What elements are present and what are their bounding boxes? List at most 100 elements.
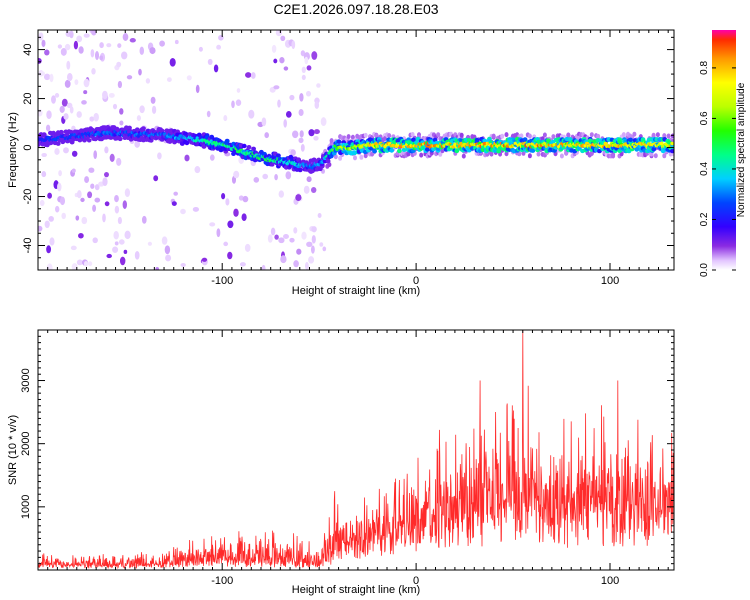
spectrogram-cell [134,251,140,260]
spectrogram-cell [114,241,119,246]
spectrogram-cell [283,234,289,239]
spectrogram-cell [38,32,44,41]
spectrogram-cell [141,215,147,224]
spectrogram-cell [299,130,304,138]
spectrogram-cell [293,227,298,234]
spectrogram-cell [61,98,68,107]
spectrogram-cell [236,88,241,93]
spectrogram-cell [261,117,267,127]
spectrogram-cell [425,147,430,152]
spectrogram-x-tick-label: 100 [601,275,619,287]
spectrogram-cell [48,216,54,222]
spectrogram-cell [496,149,502,154]
spectrogram-cell [280,255,287,264]
spectrogram-cell [504,132,509,138]
spectrogram-cell [225,198,230,206]
spectrogram-cell [489,151,494,157]
spectrogram-cell [38,225,43,232]
spectrogram-cell [297,167,303,172]
spectrogram-cell [292,130,299,139]
spectrogram-cell [651,147,657,152]
spectrogram-cell [530,148,536,153]
spectrogram-cell [336,139,342,144]
snr-y-tick-label: 1000 [20,495,32,519]
spectrogram-cell [289,94,295,101]
spectrogram-cell [304,56,309,65]
spectrogram-cell [527,133,532,139]
spectrogram-cell [290,149,296,156]
spectrogram-cell [346,134,351,140]
spectrogram-cell [227,251,233,260]
spectrogram-cell [78,46,84,54]
spectrogram-cell [161,236,168,245]
spectrogram-cell [289,237,295,243]
spectrogram-cell [206,110,211,118]
spectrogram-cell [670,133,674,139]
spectrogram-cell [157,152,162,160]
spectrogram-cell [155,266,160,270]
spectrogram-cell [589,151,594,156]
spectrogram-cell [293,260,299,268]
spectrogram-cell [397,148,402,154]
spectrogram-cell [59,105,65,113]
spectrogram-cell [116,61,122,68]
spectrogram-x-axis-label: Height of straight line (km) [292,285,420,297]
spectrogram-cell [278,190,285,198]
snr-y-tick-label: 3000 [20,368,32,392]
spectrogram-cell [71,150,78,157]
spectrogram-cell [283,119,288,128]
spectrogram-cell [41,39,46,48]
spectrogram-cell [244,243,251,252]
spectrogram-cell [124,230,131,240]
colorbar-tick-label: 0.8 [699,61,710,75]
spectrogram-cells [38,30,674,270]
spectrogram-cell [308,129,315,137]
spectrogram-cell [195,84,200,94]
spectrogram-cell [262,173,269,180]
colorbar-tick-label: 0.0 [699,263,710,277]
spectrogram-cell [113,230,119,240]
spectrogram-cell [216,228,221,238]
spectrogram-cell [311,235,316,244]
spectrogram-cell [519,133,524,139]
spectrogram-cell [209,134,215,140]
spectrogram-cell [58,170,62,177]
spectrogram-cell [221,192,226,200]
spectrogram-cell [227,220,234,229]
spectrogram-cell [173,191,178,196]
spectrogram-cell [63,113,69,120]
spectrogram-cell [325,158,331,164]
spectrogram-cell [389,148,395,153]
spectrogram-y-tick-label: 40 [22,43,34,55]
spectrogram-cell [180,262,186,268]
spectrogram-cell [46,263,53,270]
spectrogram-cell [410,132,415,137]
spectrogram-cell [106,253,112,259]
spectrogram-cell [83,90,88,95]
spectrogram-cell [94,51,100,60]
spectrogram-cell [279,57,285,64]
spectrogram-cell [92,204,97,212]
spectrogram-cell [363,132,368,138]
spectrogram-cell [666,133,671,139]
spectrogram-cell [102,213,106,223]
spectrogram-cell [662,133,667,139]
spectrogram-cell [114,195,119,203]
spectrogram-cell [112,246,119,253]
spectrogram-cell [102,177,108,187]
spectrogram-cell [233,208,239,217]
spectrogram-cell [54,148,60,155]
spectrogram-cell [134,140,141,148]
spectrogram-cell [119,108,124,115]
spectrogram-cell [551,134,556,140]
spectrogram-cell [542,132,547,138]
spectrogram-cell [80,197,85,203]
spectrogram-cell [491,133,496,139]
spectrogram-cell [285,111,292,118]
spectrogram-cell [300,144,305,152]
spectrogram-cell [303,185,310,194]
spectrogram-cell [319,242,324,247]
spectrogram-cell [359,154,364,160]
spectrogram-cell [382,136,387,142]
spectrogram-cell [504,151,509,157]
